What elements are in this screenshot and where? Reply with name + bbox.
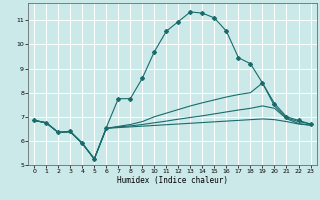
X-axis label: Humidex (Indice chaleur): Humidex (Indice chaleur) (117, 176, 228, 185)
